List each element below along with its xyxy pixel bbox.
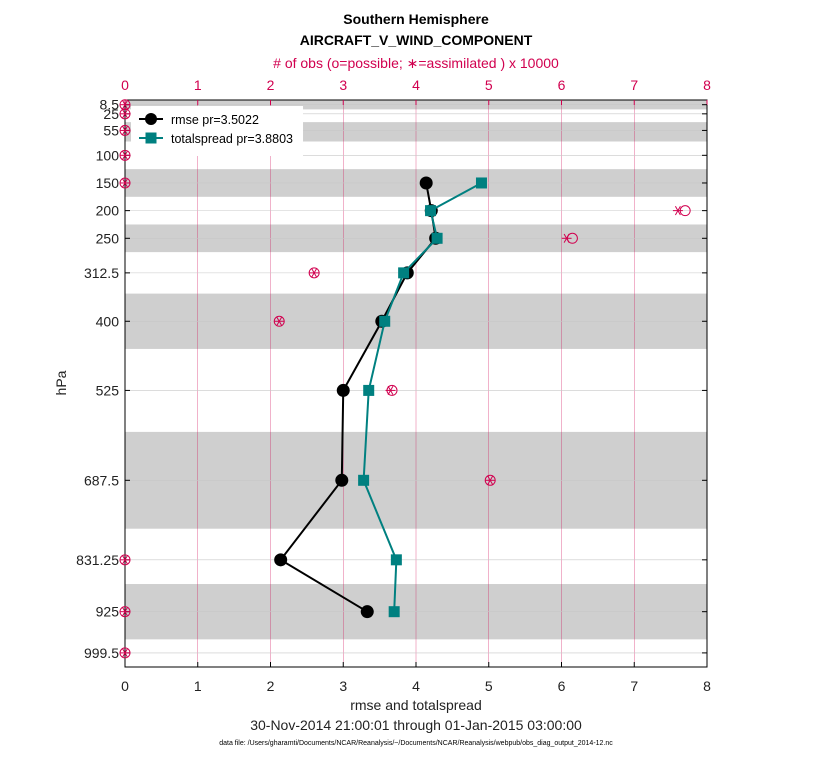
date-range: 30-Nov-2014 21:00:01 through 01-Jan-2015… <box>250 717 582 733</box>
series-0-point-0 <box>419 176 433 190</box>
legend-rmse-label: rmse pr=3.5022 <box>171 113 259 127</box>
obs-assimilated-2 <box>120 125 130 136</box>
x-axis-label: rmse and totalspread <box>350 697 482 713</box>
chart-title: Southern Hemisphere <box>343 11 489 27</box>
series-1-point-6 <box>358 474 370 486</box>
top-tick-label-4: 4 <box>412 77 420 93</box>
asterisk-stroke <box>122 109 128 119</box>
y-tick-label-0: 8.5 <box>100 97 120 113</box>
x-tick-label-3: 3 <box>339 678 347 694</box>
y-tick-label-5: 200 <box>96 203 120 219</box>
y-tick-label-12: 925 <box>96 604 120 620</box>
y-tick-label-9: 525 <box>96 382 120 398</box>
asterisk-stroke <box>311 268 318 278</box>
y-tick-label-3: 100 <box>96 147 120 163</box>
obs-assimilated-6 <box>561 233 572 243</box>
obs-assimilated-13 <box>120 648 130 658</box>
series-0-point-5 <box>336 383 350 397</box>
footnote: data file: /Users/gharamti/Documents/NCA… <box>219 740 613 747</box>
asterisk-stroke <box>122 150 128 160</box>
series-1-point-4 <box>379 315 391 327</box>
obs-assimilated-4 <box>120 178 130 188</box>
x-tick-label-6: 6 <box>558 678 566 694</box>
series-0-point-8 <box>360 605 374 619</box>
x-tick-label-2: 2 <box>267 678 275 694</box>
top-tick-label-2: 2 <box>267 77 275 93</box>
y-tick-label-10: 687.5 <box>84 472 119 488</box>
top-tick-label-8: 8 <box>703 77 711 93</box>
asterisk-stroke <box>276 316 283 326</box>
top-tick-label-5: 5 <box>485 77 493 93</box>
y-tick-label-8: 400 <box>96 313 120 329</box>
series-1-point-5 <box>363 384 375 396</box>
asterisk-stroke <box>387 385 394 395</box>
obs-assimilated-7 <box>309 268 320 278</box>
asterisk-stroke <box>122 178 128 188</box>
top-tick-label-1: 1 <box>194 77 202 93</box>
x-tick-label-0: 0 <box>121 678 129 694</box>
legend-rmse-marker <box>145 113 157 125</box>
asterisk-stroke <box>487 475 494 485</box>
obs-assimilated-0 <box>120 100 130 110</box>
obs-assimilated-3 <box>120 150 130 160</box>
y-axis-label: hPa <box>53 370 69 395</box>
y-tick-label-6: 250 <box>96 230 120 246</box>
series-1-point-2 <box>431 232 443 244</box>
series-0-point-6 <box>335 473 349 487</box>
y-tick-label-4: 150 <box>96 175 120 191</box>
chart-subtitle: AIRCRAFT_V_WIND_COMPONENT <box>300 32 533 48</box>
y-tick-label-7: 312.5 <box>84 265 119 281</box>
obs-assimilated-5 <box>672 206 683 216</box>
top-tick-label-0: 0 <box>121 77 129 93</box>
legend: rmse pr=3.5022 totalspread pr=3.8803 <box>131 106 304 156</box>
obs-assimilated-1 <box>120 109 130 119</box>
top-axis-label: # of obs (o=possible; ∗=assimilated ) x … <box>273 55 559 71</box>
series-1-point-7 <box>390 554 402 566</box>
top-tick-label-3: 3 <box>339 77 347 93</box>
obs-assimilated-12 <box>120 607 130 617</box>
y-tick-label-11: 831.25 <box>76 552 119 568</box>
x-tick-label-8: 8 <box>703 678 711 694</box>
y-tick-label-2: 55 <box>103 122 119 138</box>
x-tick-label-7: 7 <box>630 678 638 694</box>
y-tick-label-1: 25 <box>103 106 119 122</box>
legend-spread-label: totalspread pr=3.8803 <box>171 132 293 146</box>
x-tick-label-5: 5 <box>485 678 493 694</box>
y-tick-label-13: 999.5 <box>84 645 119 661</box>
asterisk-stroke <box>122 555 128 565</box>
obs-assimilated-9 <box>385 385 396 395</box>
x-tick-label-4: 4 <box>412 678 420 694</box>
asterisk-stroke <box>122 100 128 110</box>
obs-assimilated-11 <box>120 555 130 565</box>
top-tick-label-7: 7 <box>630 77 638 93</box>
x-tick-label-1: 1 <box>194 678 202 694</box>
obs-assimilated-8 <box>274 316 285 326</box>
asterisk-stroke <box>122 607 128 617</box>
legend-spread-marker <box>145 132 157 144</box>
obs-layer <box>119 99 691 659</box>
series-1-point-3 <box>398 267 410 279</box>
asterisk-stroke <box>122 648 128 658</box>
asterisk-stroke <box>674 206 681 216</box>
top-tick-label-6: 6 <box>558 77 566 93</box>
series-1-point-8 <box>388 606 400 618</box>
series-layer <box>274 176 487 619</box>
series-1-point-0 <box>475 177 487 189</box>
asterisk-stroke <box>563 233 570 243</box>
series-0-point-7 <box>274 553 288 567</box>
obs-assimilated-10 <box>485 475 496 485</box>
legend-box <box>131 106 304 156</box>
asterisk-stroke <box>122 125 128 136</box>
series-1-point-1 <box>425 205 437 217</box>
